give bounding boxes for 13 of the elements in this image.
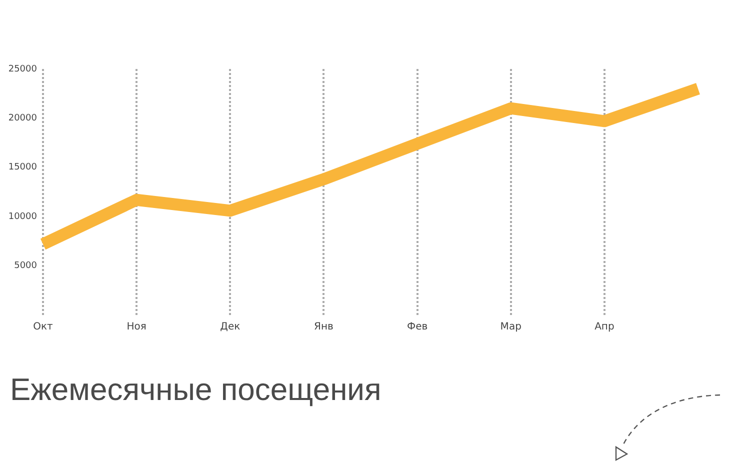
x-tick-label: Мар [500,322,522,333]
y-tick-label: 20000 [8,114,38,124]
x-tick-label: Окт [33,322,54,333]
x-tick-label: Фев [406,322,428,333]
y-tick-label: 10000 [8,212,38,222]
text: Ежемесячные посещения [10,372,382,408]
x-tick-label: Ноя [126,322,146,333]
x-tick-label: Дек [220,322,240,333]
y-tick-label: 25000 [8,64,38,74]
x-tick-label: Янв [314,322,334,333]
x-tick-label: Апр [594,322,614,333]
y-tick-label: 15000 [8,162,38,173]
y-tick-label: 5000 [14,261,38,272]
